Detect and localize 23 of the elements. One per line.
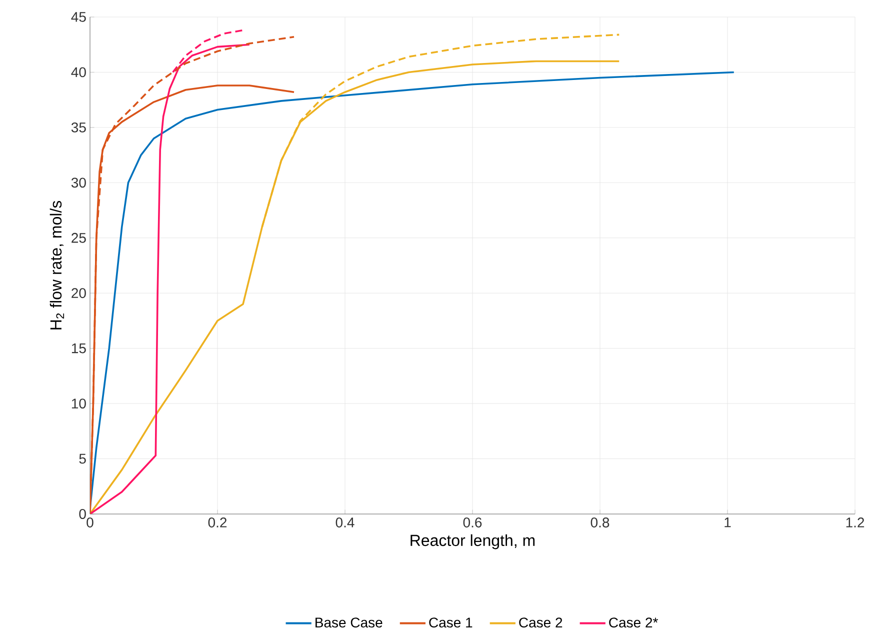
x-tick-label: 0.2 [208, 518, 227, 528]
y-tick-label: 25 [72, 232, 86, 243]
legend-label: Case 2* [609, 618, 658, 628]
legend-label: Case 2 [519, 618, 562, 628]
y-tick-label: 20 [72, 288, 86, 298]
y-tick-label: 15 [72, 343, 86, 354]
x-tick-label: 0.4 [336, 518, 354, 528]
y-tick-label: 45 [71, 12, 86, 22]
x-tick-label: 0.8 [590, 518, 610, 528]
x-tick-label: 1.2 [846, 518, 864, 528]
y-tick-label: 40 [71, 67, 86, 78]
x-tick-label: 0.6 [463, 518, 482, 528]
x-axis-title: Reactor length, m [410, 534, 535, 550]
y-axis-title: H$_{2}$ flow rate, mol/s [50, 200, 64, 330]
y-tick-label: 30 [71, 178, 86, 188]
y-tick-label: 0 [79, 509, 86, 519]
x-tick-label: 1 [724, 518, 731, 528]
y-tick-label: 5 [79, 454, 86, 464]
y-tick-label: 10 [72, 398, 86, 409]
legend-label: Case 1 [429, 618, 472, 628]
legend-label: Base Case [316, 618, 382, 628]
y-tick-label: 35 [71, 122, 86, 132]
x-tick-label: 0 [86, 518, 94, 528]
